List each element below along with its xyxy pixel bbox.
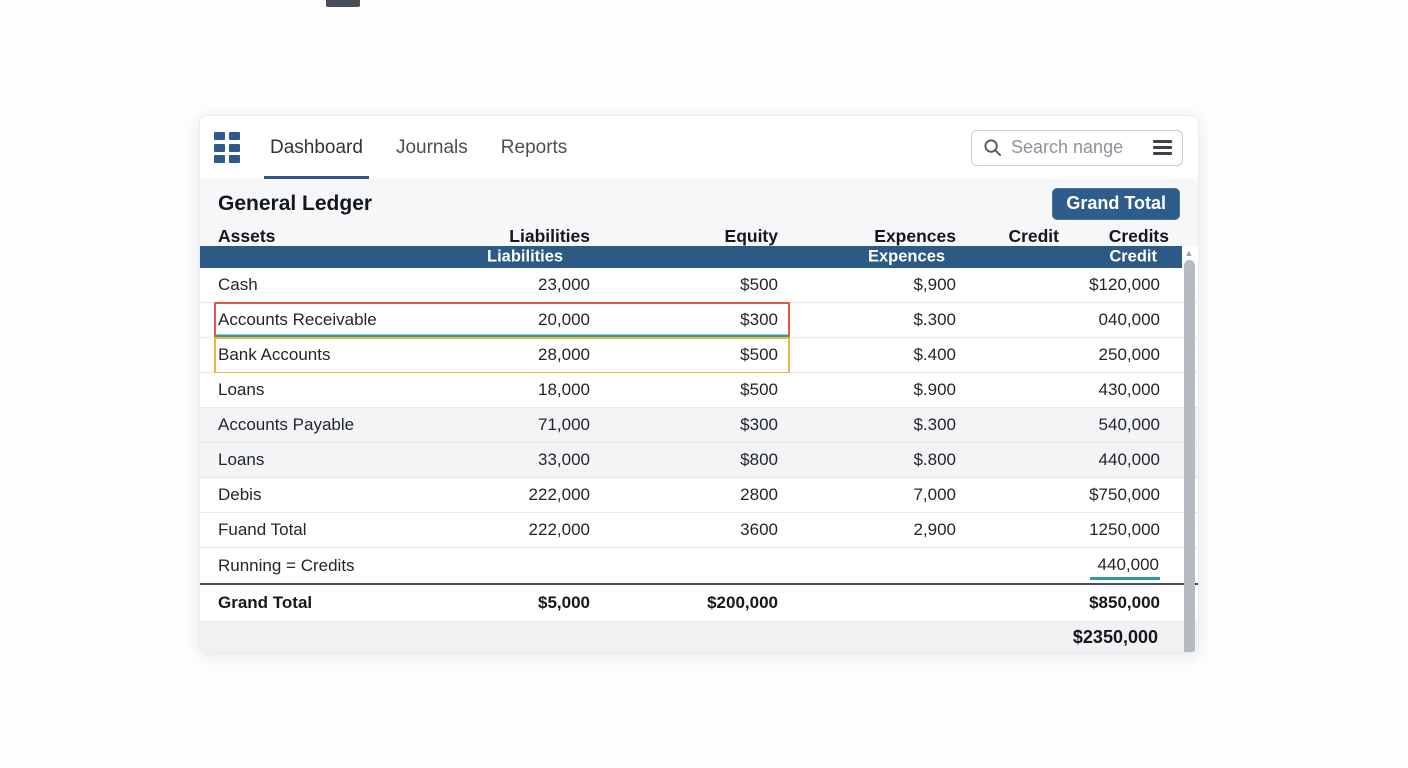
row-account-name: Accounts Payable [218,415,355,434]
grand-total-credits: $850,000 [1089,593,1160,612]
grand-total-label: Grand Total [218,593,313,612]
row-expences-value: $.900 [913,380,956,399]
tab-journals[interactable]: Journals [395,136,468,158]
band-label-credit: Credit [1109,247,1157,266]
grand-total-row[interactable]: Grand Total $5,000 $200,000 $850,000 [200,585,1198,622]
search-input[interactable] [1011,137,1153,158]
menu-icon[interactable] [1153,140,1172,155]
row-expences-value: $,900 [913,275,956,294]
row-liabilities-value: 222,000 [528,485,590,504]
row-equity-value: 2800 [740,485,778,504]
scroll-up-icon[interactable]: ▲ [1184,248,1194,258]
col-header-liabilities[interactable]: Liabilities [509,225,590,246]
page-title: General Ledger [218,191,373,215]
col-header-credit[interactable]: Credit [1008,225,1059,246]
row-equity-value: $500 [740,345,778,364]
search-icon [984,139,1002,157]
row-liabilities-value: 23,000 [538,275,590,294]
row-liabilities-value: 18,000 [538,380,590,399]
band-label-expences: Expences [868,247,946,266]
col-header-credits[interactable]: Credits [1108,225,1169,246]
table-subheader-band: Liabilities Expences Credit [200,246,1182,268]
table-header-section: General Ledger Grand Total Assets Liabil… [200,179,1198,246]
row-equity-value: $300 [740,310,778,329]
row-credits-value: 440,000 [1098,450,1160,469]
row-liabilities-value: 20,000 [538,310,590,329]
vertical-scrollbar[interactable]: ▲ ⌄ [1182,247,1196,652]
scrollbar-thumb[interactable] [1183,260,1195,652]
row-equity-value: 3600 [740,520,778,539]
tab-dashboard[interactable]: Dashboard [264,116,369,179]
footer-total-row: $2350,000 [200,622,1198,652]
row-credits-value: $120,000 [1089,275,1160,294]
band-label-liabilities: Liabilities [487,247,564,266]
row-liabilities-value: 33,000 [538,450,590,469]
row-expences-value: $.300 [913,310,956,329]
table-row[interactable]: Running = Credits 440,000 [200,548,1198,585]
column-headers: Assets Liabilities Equity Expences Credi… [200,222,1198,250]
top-navigation: Dashboard Journals Reports [200,116,1198,179]
table-row[interactable]: Debis 222,000 2800 7,000 $750,000 [200,478,1198,513]
nav-tabs: Dashboard Journals Reports [264,116,594,179]
table-row[interactable]: Accounts Receivable 20,000 $300 $.300 04… [200,302,1198,339]
table-row[interactable]: Accounts Payable 71,000 $300 $.300 540,0… [200,408,1198,443]
row-expences-value: 7,000 [913,485,956,504]
row-account-name: Debis [218,485,262,504]
table-body: Cash 23,000 $500 $,900 $120,000 Accounts… [200,268,1198,585]
table-row[interactable]: Loans 18,000 $500 $.900 430,000 [200,373,1198,408]
col-header-assets[interactable]: Assets [218,225,276,246]
row-credits-value: 440,000 [1089,552,1160,580]
row-expences-value: 2,900 [913,520,956,539]
row-credits-value: $750,000 [1089,485,1160,504]
row-equity-value: $500 [740,380,778,399]
footer-total-value: $2350,000 [1072,627,1158,647]
row-expences-value: $.300 [913,415,956,434]
col-header-equity[interactable]: Equity [724,225,778,246]
row-equity-value: $300 [740,415,778,434]
row-liabilities-value: 71,000 [538,415,590,434]
window-top-accent [326,0,360,7]
row-account-name: Loans [218,380,265,399]
row-credits-value: 540,000 [1098,415,1160,434]
row-account-name: Bank Accounts [218,345,331,364]
row-credits-value: 040,000 [1098,310,1160,329]
table-row[interactable]: Fuand Total 222,000 3600 2,900 1250,000 [200,513,1198,548]
row-account-name: Accounts Receivable [218,310,377,329]
grand-total-liabilities: $5,000 [538,593,590,612]
row-liabilities-value: 222,000 [528,520,590,539]
ledger-app-window: Dashboard Journals Reports General Ledger … [199,115,1199,653]
row-account-name: Running = Credits [218,555,355,575]
row-expences-value: $.400 [913,345,956,364]
row-equity-value: $500 [740,275,778,294]
row-account-name: Loans [218,450,265,469]
row-equity-value: $800 [740,450,778,469]
app-grid-icon[interactable] [214,132,242,163]
grand-total-button[interactable]: Grand Total [1052,187,1180,220]
row-account-name: Cash [218,275,258,294]
row-credits-value: 1250,000 [1089,520,1160,539]
grand-total-equity: $200,000 [707,593,778,612]
table-row[interactable]: Loans 33,000 $800 $.800 440,000 [200,443,1198,478]
row-credits-value: 250,000 [1098,345,1160,364]
row-account-name: Fuand Total [218,520,307,539]
row-liabilities-value: 28,000 [538,345,590,364]
table-row[interactable]: Cash 23,000 $500 $,900 $120,000 [200,268,1198,303]
col-header-expences[interactable]: Expences [874,225,956,246]
row-expences-value: $.800 [913,450,956,469]
tab-reports[interactable]: Reports [500,136,568,158]
row-credits-value: 430,000 [1098,380,1160,399]
search-box[interactable] [971,129,1183,166]
table-row[interactable]: Bank Accounts 28,000 $500 $.400 250,000 [200,337,1198,374]
